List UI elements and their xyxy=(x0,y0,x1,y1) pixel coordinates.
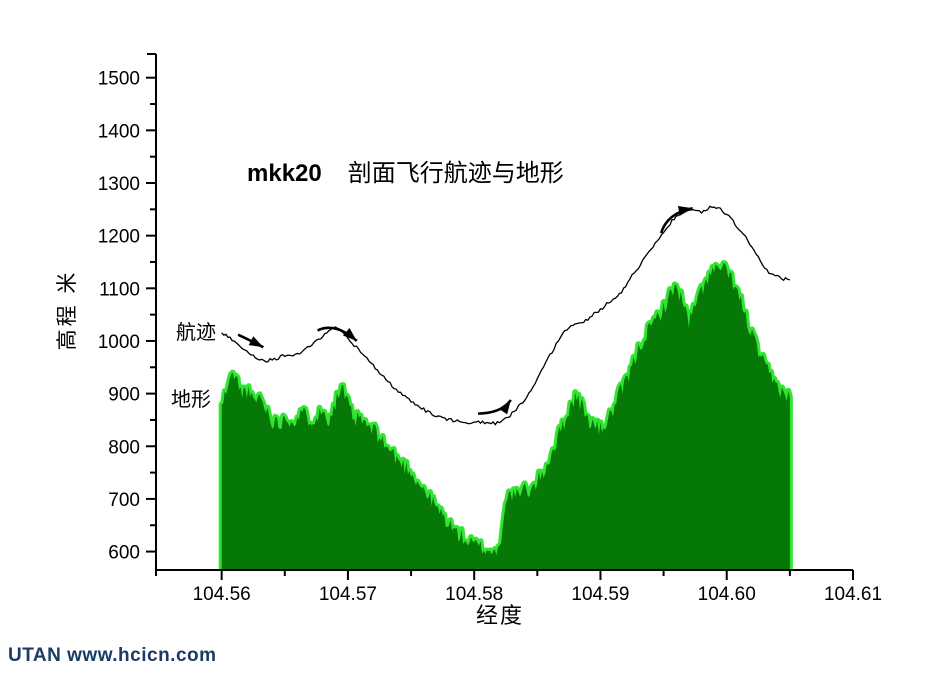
y-tick-label: 1500 xyxy=(98,69,140,90)
flight-track-line xyxy=(221,205,791,426)
y-tick-label: 1300 xyxy=(98,174,140,195)
y-axis-title: 高程 米 xyxy=(56,269,79,351)
terrain-label: 地形 xyxy=(171,389,211,411)
terrain-area xyxy=(221,263,790,570)
chart-title-text: 剖面飞行航迹与地形 xyxy=(347,161,564,187)
flight-track-label: 航迹 xyxy=(176,322,216,344)
x-tick-label: 104.59 xyxy=(571,584,629,605)
flight-direction-arrowhead-3 xyxy=(498,399,511,415)
flight-direction-arrowhead-2 xyxy=(342,327,357,341)
y-tick-label: 600 xyxy=(108,543,140,564)
y-tick-label: 900 xyxy=(108,385,140,406)
x-tick-label: 104.58 xyxy=(445,584,503,605)
chart-title-id: mkk20 xyxy=(247,160,322,187)
watermark-text: UTAN www.hcicn.com xyxy=(8,645,217,666)
chart-title: mkk20 剖面飞行航迹与地形 xyxy=(247,153,564,188)
flight-direction-arrowhead-4 xyxy=(677,205,693,216)
y-tick-label: 1100 xyxy=(99,279,140,300)
x-tick-label: 104.61 xyxy=(824,584,882,605)
y-tick-label: 800 xyxy=(108,437,140,458)
y-tick-label: 700 xyxy=(108,490,140,511)
x-tick-label: 104.60 xyxy=(698,584,756,605)
x-axis-title: 经度 xyxy=(475,603,525,628)
y-tick-label: 1400 xyxy=(98,121,140,142)
y-tick-label: 1000 xyxy=(98,332,140,353)
x-tick-label: 104.57 xyxy=(319,584,377,605)
y-tick-label: 1200 xyxy=(98,227,140,248)
flight-direction-arrowhead-1 xyxy=(248,336,264,348)
x-tick-label: 104.56 xyxy=(193,584,251,605)
